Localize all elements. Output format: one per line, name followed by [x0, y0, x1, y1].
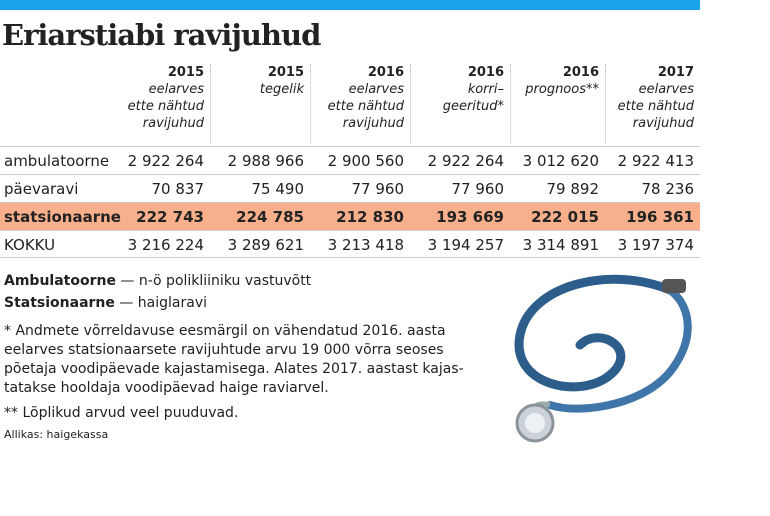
cell: 3 289 621 — [227, 236, 304, 254]
header-year: 2016 — [467, 65, 504, 80]
row-label: ambulatoorne — [4, 152, 110, 170]
cell: 212 830 — [336, 208, 404, 226]
header-year: 2016 — [562, 65, 599, 80]
cell: 222 743 — [136, 208, 204, 226]
cell: 77 960 — [451, 180, 505, 198]
cell: 2 900 560 — [327, 152, 404, 170]
cell: 77 960 — [351, 180, 405, 198]
definition: Statsionaarne — haiglaravi — [4, 292, 311, 314]
header-line: ravijuhud — [142, 116, 204, 131]
note-line: eelarves statsionaarsete ravijuhtude arv… — [4, 342, 444, 358]
header-year: 2015 — [267, 65, 304, 80]
header-line: prognoos** — [525, 82, 599, 97]
cell: 222 015 — [531, 208, 599, 226]
note-line: ** Lõplikud arvud veel puuduvad. — [4, 405, 239, 421]
table-row: päevaravi 70 837 75 490 77 960 77 960 79 892 7… — [0, 174, 700, 202]
table-row: ambulatoorne 2 922 264 2 988 966 2 900 560 2… — [0, 146, 700, 174]
definition-text: — haiglaravi — [114, 295, 208, 311]
cell: 3 194 257 — [427, 236, 504, 254]
column-header: 2015 tegelik — [210, 64, 310, 144]
cell: 2 922 264 — [427, 152, 504, 170]
note-line: * Andmete võrreldavuse eesmärgil on vähe… — [4, 323, 446, 339]
definitions: Ambulatoorne — n-ö polikliiniku vastuvõt… — [4, 270, 311, 314]
header-line: eelarves — [638, 82, 694, 97]
cell: 196 361 — [626, 208, 694, 226]
header-year: 2017 — [657, 65, 694, 80]
cell: 3 314 891 — [522, 236, 599, 254]
cell: 3 213 418 — [327, 236, 404, 254]
column-header: 2016 prognoos** — [510, 64, 605, 144]
header-line: korri– — [467, 82, 504, 97]
row-label: statsionaarne — [4, 208, 121, 226]
source: Allikas: haigekassa — [4, 428, 109, 441]
column-header: 2015 eelarves ette nähtud ravijuhud — [115, 64, 210, 144]
row-label: KOKKU — [4, 236, 56, 254]
note: ** Lõplikud arvud veel puuduvad. — [4, 404, 464, 423]
term: Ambulatoorne — [4, 273, 116, 289]
title: Eriarstiabi ravijuhud — [2, 18, 321, 52]
header-line: ravijuhud — [342, 116, 404, 131]
stethoscope — [514, 274, 692, 443]
column-header: 2017 eelarves ette nähtud ravijuhud — [605, 64, 700, 144]
definition-text: — n-ö polikliiniku vastuvõtt — [115, 273, 312, 289]
note-line: tatakse hooldaja voodipäevad haige ravia… — [4, 380, 329, 396]
header-line: ravijuhud — [632, 116, 694, 131]
cell: 3 216 224 — [127, 236, 204, 254]
note: * Andmete võrreldavuse eesmärgil on vähe… — [4, 322, 464, 398]
note-line: põetaja voodipäevade kajastamisega. Alat… — [4, 361, 464, 377]
cell: 79 892 — [546, 180, 600, 198]
header-year: 2015 — [167, 65, 204, 80]
cell: 2 988 966 — [227, 152, 304, 170]
column-header: 2016 eelarves ette nähtud ravijuhud — [310, 64, 410, 144]
table-row: KOKKU 3 216 224 3 289 621 3 213 418 3 194 25… — [0, 230, 700, 258]
table-row: statsionaarne 222 743 224 785 212 830 193 66… — [0, 202, 700, 230]
header-line: eelarves — [348, 82, 404, 97]
notes: * Andmete võrreldavuse eesmärgil on vähe… — [4, 322, 464, 429]
column-header: 2016 korri– geeritud* — [410, 64, 510, 144]
header-year: 2016 — [367, 65, 404, 80]
header-line: ette nähtud — [127, 99, 204, 114]
cell: 75 490 — [251, 180, 305, 198]
cell: 224 785 — [236, 208, 304, 226]
cell: 70 837 — [151, 180, 205, 198]
cell: 193 669 — [436, 208, 504, 226]
top-bar — [0, 0, 700, 10]
cell: 3 197 374 — [617, 236, 694, 254]
header-line: ette nähtud — [617, 99, 694, 114]
term: Statsionaarne — [4, 295, 115, 311]
cell: 3 012 620 — [522, 152, 599, 170]
header-line: ette nähtud — [327, 99, 404, 114]
definition: Ambulatoorne — n-ö polikliiniku vastuvõt… — [4, 270, 311, 292]
cell: 2 922 264 — [127, 152, 204, 170]
header-line: geeritud* — [442, 99, 504, 114]
header-line: tegelik — [259, 82, 304, 97]
cell: 2 922 413 — [617, 152, 694, 170]
cell: 78 236 — [641, 180, 695, 198]
row-label: päevaravi — [4, 180, 79, 198]
header-line: eelarves — [148, 82, 204, 97]
